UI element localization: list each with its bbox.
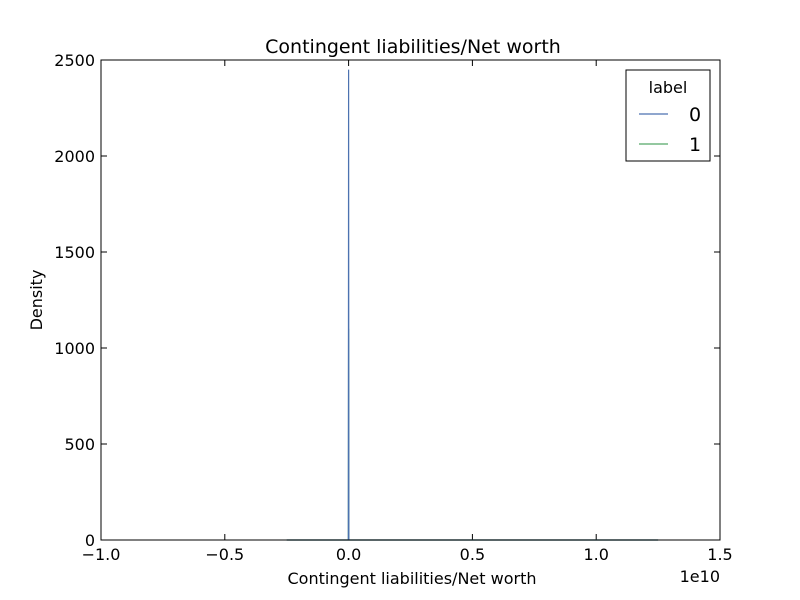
legend-box bbox=[625, 69, 711, 162]
legend-entry-1: 1 bbox=[689, 134, 701, 156]
x-axis-offset-label: 1e10 bbox=[680, 567, 720, 586]
y-tick-label: 2000 bbox=[54, 147, 95, 166]
x-tick-label: 1.5 bbox=[707, 545, 732, 564]
x-tick-label: 0.0 bbox=[336, 545, 361, 564]
y-tick-label: 500 bbox=[64, 435, 95, 454]
x-axis-label: Contingent liabilities/Net worth bbox=[288, 569, 537, 588]
chart-title: Contingent liabilities/Net worth bbox=[265, 36, 561, 58]
legend: label 0 1 bbox=[625, 69, 711, 162]
plot-area-frame bbox=[100, 59, 721, 541]
series-layer bbox=[286, 69, 659, 541]
x-tick-label: −1.0 bbox=[82, 545, 121, 564]
series-line-0 bbox=[286, 69, 659, 541]
y-tick-label: 2500 bbox=[54, 51, 95, 70]
y-tick-label: 1000 bbox=[54, 339, 95, 358]
y-tick-label: 0 bbox=[85, 531, 95, 550]
x-tick-label: 1.0 bbox=[583, 545, 608, 564]
x-tick-label: −0.5 bbox=[205, 545, 244, 564]
y-tick-label: 1500 bbox=[54, 243, 95, 262]
y-axis-ticks: 0 500 1000 1500 2000 2500 bbox=[54, 51, 720, 550]
x-tick-label: 0.5 bbox=[460, 545, 485, 564]
series-line-1 bbox=[286, 328, 659, 541]
legend-title: label bbox=[649, 78, 688, 97]
y-axis-label: Density bbox=[27, 270, 46, 331]
legend-entry-0: 0 bbox=[689, 104, 701, 126]
